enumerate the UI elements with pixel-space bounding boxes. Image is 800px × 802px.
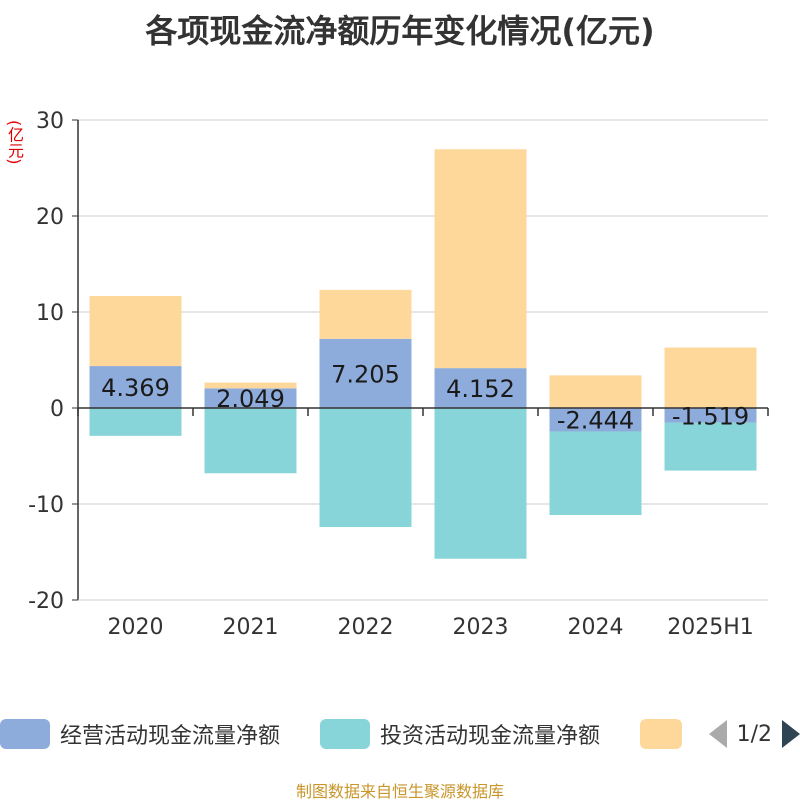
chart-title: 各项现金流净额历年变化情况(亿元) [145,12,655,50]
y-tick-label: 30 [36,109,64,134]
data-label-operating-2021: 2.049 [216,385,285,413]
bar-operating-2022 [319,338,412,408]
legend: 经营活动现金流量净额 投资活动现金流量净额 1/2 [0,712,800,756]
legend-item-operating[interactable]: 经营活动现金流量净额 [0,712,280,756]
bar-investing-2020 [89,408,182,436]
bar-financing-2025H1 [664,347,757,408]
bars [89,149,757,559]
y-tick-label: 20 [36,205,64,230]
bar-financing-2020 [89,295,182,367]
data-label-operating-2020: 4.369 [101,374,170,402]
data-label-operating-2022: 7.205 [331,360,400,388]
legend-item-investing[interactable]: 投资活动现金流量净额 [320,712,600,756]
x-tick-label: 2025H1 [667,615,754,640]
legend-page-indicator: 1/2 [736,721,772,747]
x-tick-label: 2023 [453,615,509,640]
y-tick-label: 0 [50,397,64,422]
bar-financing-2024 [549,375,642,408]
bar-investing-2025H1 [664,422,757,471]
legend-swatch-investing [320,719,370,749]
y-tick-label: 10 [36,301,64,326]
legend-label-investing: 投资活动现金流量净额 [380,724,601,749]
data-labels: 4.369 2.049 7.205 4.152 -2.444 -1.519 [101,360,749,434]
x-tick-label: 2021 [223,615,279,640]
legend-prev-page-icon[interactable] [708,720,727,748]
bar-operating-2021 [204,388,297,408]
bar-investing-2021 [204,408,297,474]
legend-pager: 1/2 [708,712,800,756]
data-label-operating-2023: 4.152 [446,375,515,403]
data-label-operating-2025H1: -1.519 [672,402,749,430]
x-tick-label: 2020 [108,615,164,640]
bar-financing-2023 [434,149,527,369]
legend-swatch-financing [640,719,682,749]
bar-financing-2021 [204,382,297,389]
source-note: 制图数据来自恒生聚源数据库 [295,782,504,801]
y-axis-unit-label: (亿元) [5,120,24,165]
data-label-operating-2024: -2.444 [557,407,634,435]
bar-operating-2020 [89,366,182,408]
legend-swatch-operating [0,719,50,749]
legend-label-operating: 经营活动现金流量净额 [60,724,281,749]
bar-operating-2023 [434,368,527,408]
x-tick-label: 2024 [568,615,624,640]
bar-investing-2024 [549,431,642,515]
y-tick-label: -10 [28,493,64,518]
legend-item-financing[interactable] [640,712,682,756]
x-tick-label: 2022 [338,615,394,640]
axes: -20 -10 0 10 20 30 2020 2021 2022 2023 2024 2025H1 [28,109,769,640]
bar-investing-2023 [434,408,527,559]
bar-operating-2025H1 [664,408,757,423]
y-tick-label: -20 [28,589,64,614]
bar-financing-2022 [319,289,412,339]
legend-next-page-icon[interactable] [782,720,800,748]
bar-operating-2024 [549,408,642,432]
bar-investing-2022 [319,408,412,528]
